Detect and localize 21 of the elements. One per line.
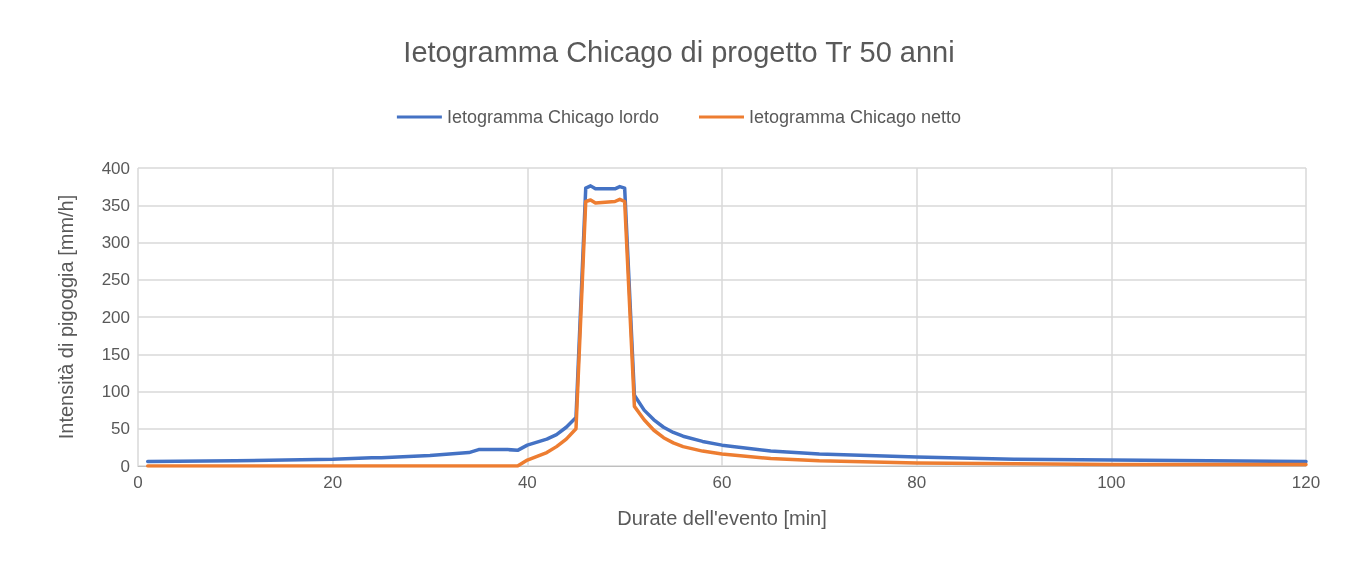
x-tick-label: 100 xyxy=(1097,473,1126,492)
y-tick-label: 100 xyxy=(101,382,130,401)
y-tick-label: 300 xyxy=(101,233,130,252)
legend-label: Ietogramma Chicago lordo xyxy=(446,107,659,127)
x-tick-label: 80 xyxy=(907,473,927,492)
x-tick-label: 120 xyxy=(1291,473,1321,492)
x-tick-label: 40 xyxy=(517,473,537,492)
y-tick-label: 50 xyxy=(111,419,130,439)
y-tick-label: 400 xyxy=(101,158,130,178)
y-tick-label: 250 xyxy=(101,270,130,290)
chart-title: Ietogramma Chicago di progetto Tr 50 anni xyxy=(403,35,955,68)
x-tick-label: 0 xyxy=(133,473,143,492)
x-tick-label: 20 xyxy=(323,473,343,492)
y-axis-title: Intensità di pigoggia [mm/h] xyxy=(55,194,77,440)
legend-label: Ietogramma Chicago netto xyxy=(749,107,962,127)
y-tick-label: 350 xyxy=(101,195,130,215)
y-tick-label: 0 xyxy=(120,456,130,476)
x-tick-label: 60 xyxy=(712,473,732,492)
x-axis-title: Durate dell'evento [min] xyxy=(617,507,827,529)
y-tick-label: 200 xyxy=(101,307,130,327)
y-tick-label: 150 xyxy=(101,344,130,364)
